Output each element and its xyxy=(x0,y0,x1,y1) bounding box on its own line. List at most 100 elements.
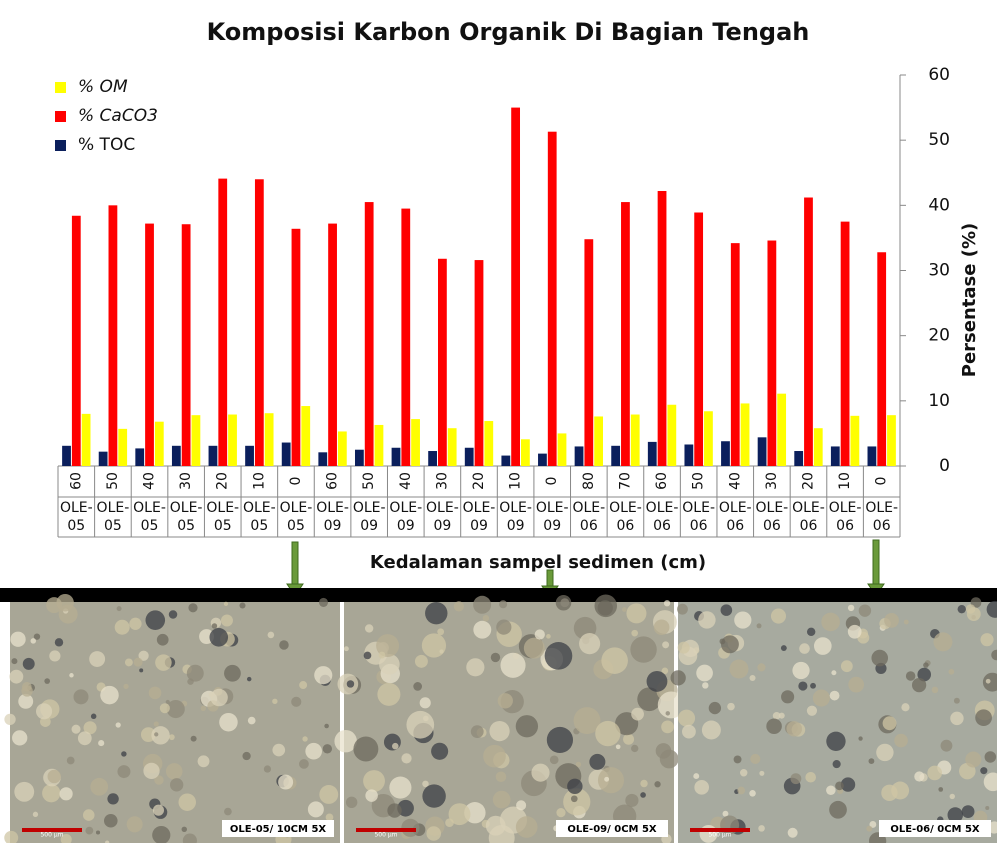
grain xyxy=(829,690,840,701)
grain xyxy=(123,683,129,690)
bar xyxy=(630,414,640,466)
bar xyxy=(154,421,164,466)
bar xyxy=(181,224,191,466)
bar xyxy=(354,449,364,466)
x-tick-label: 60 xyxy=(68,472,84,490)
bar xyxy=(484,421,494,466)
bar xyxy=(538,453,547,466)
grain xyxy=(661,720,674,734)
station-label: OLE-05 xyxy=(280,500,313,534)
grain xyxy=(473,620,492,639)
grain xyxy=(696,664,713,682)
x-tick-label: 10 xyxy=(837,472,853,490)
x-tick-label: 50 xyxy=(361,472,377,490)
grain xyxy=(646,670,668,692)
grain xyxy=(570,795,578,803)
grain xyxy=(938,787,944,792)
grain xyxy=(365,789,378,802)
bar xyxy=(254,179,264,466)
grain xyxy=(858,604,872,617)
station-label: OLE-06 xyxy=(865,500,898,534)
grain xyxy=(431,742,449,760)
bar xyxy=(437,258,447,466)
grain xyxy=(662,641,670,649)
chart-title: Komposisi Karbon Organik Di Bagian Tenga… xyxy=(207,18,810,46)
grain xyxy=(966,607,981,622)
station-label: OLE-09 xyxy=(316,500,349,534)
grain xyxy=(90,713,97,720)
grain xyxy=(168,734,175,741)
grain xyxy=(637,687,662,712)
grain xyxy=(318,597,329,607)
grain xyxy=(166,699,185,719)
grain xyxy=(246,676,252,682)
grain xyxy=(364,624,374,633)
grain xyxy=(47,769,61,784)
grain xyxy=(515,816,538,838)
grain xyxy=(46,597,63,614)
photo-caption: OLE-09/ 0CM 5X xyxy=(567,824,657,835)
grain xyxy=(847,604,855,612)
grain xyxy=(985,805,990,810)
grain xyxy=(200,705,207,712)
grain xyxy=(812,689,830,707)
grain xyxy=(876,743,894,762)
grain xyxy=(626,603,647,624)
grain xyxy=(826,731,846,751)
legend-swatch xyxy=(55,140,66,151)
scale-bar xyxy=(22,828,82,832)
bar xyxy=(118,428,128,466)
bar xyxy=(218,178,228,467)
station-label: OLE-05 xyxy=(170,500,203,534)
grain xyxy=(9,669,24,684)
grain xyxy=(73,689,89,705)
grain xyxy=(30,638,37,644)
grain xyxy=(631,629,638,637)
grain xyxy=(829,800,847,819)
grain xyxy=(197,755,210,768)
grain xyxy=(677,603,688,615)
grain xyxy=(573,707,601,735)
caption-box xyxy=(556,820,668,837)
grain xyxy=(821,612,840,632)
grain xyxy=(531,763,550,782)
grain xyxy=(107,793,119,805)
bar xyxy=(411,419,420,466)
grain xyxy=(299,759,309,769)
grain xyxy=(840,777,856,792)
grain xyxy=(44,678,51,684)
grain xyxy=(224,664,241,682)
legend-swatch xyxy=(55,82,66,93)
grain xyxy=(923,662,929,668)
station-label: OLE-09 xyxy=(426,500,459,534)
grain xyxy=(758,825,765,832)
legend-label: % CaCO3 xyxy=(78,106,158,126)
grain xyxy=(126,816,143,833)
grain xyxy=(324,723,329,729)
grain xyxy=(437,628,445,636)
bar xyxy=(574,446,584,466)
grain xyxy=(239,602,246,609)
grain xyxy=(665,711,671,716)
x-tick-label: 40 xyxy=(727,472,743,490)
grain xyxy=(247,716,256,725)
grain xyxy=(790,773,802,785)
grain xyxy=(11,658,18,665)
grain xyxy=(786,721,802,737)
bar xyxy=(767,240,777,466)
grain xyxy=(911,677,927,693)
grain xyxy=(153,721,159,727)
grain xyxy=(756,623,762,629)
grain xyxy=(866,825,873,832)
grain xyxy=(470,725,484,739)
grain xyxy=(835,781,844,791)
grain xyxy=(363,651,372,660)
grain xyxy=(36,703,53,720)
grain xyxy=(737,786,746,795)
grain xyxy=(615,712,639,736)
grain xyxy=(263,765,272,773)
scale-label: 500 µm xyxy=(40,832,63,839)
x-tick-label: 0 xyxy=(874,477,890,486)
grain xyxy=(597,767,625,794)
grain xyxy=(116,606,122,612)
